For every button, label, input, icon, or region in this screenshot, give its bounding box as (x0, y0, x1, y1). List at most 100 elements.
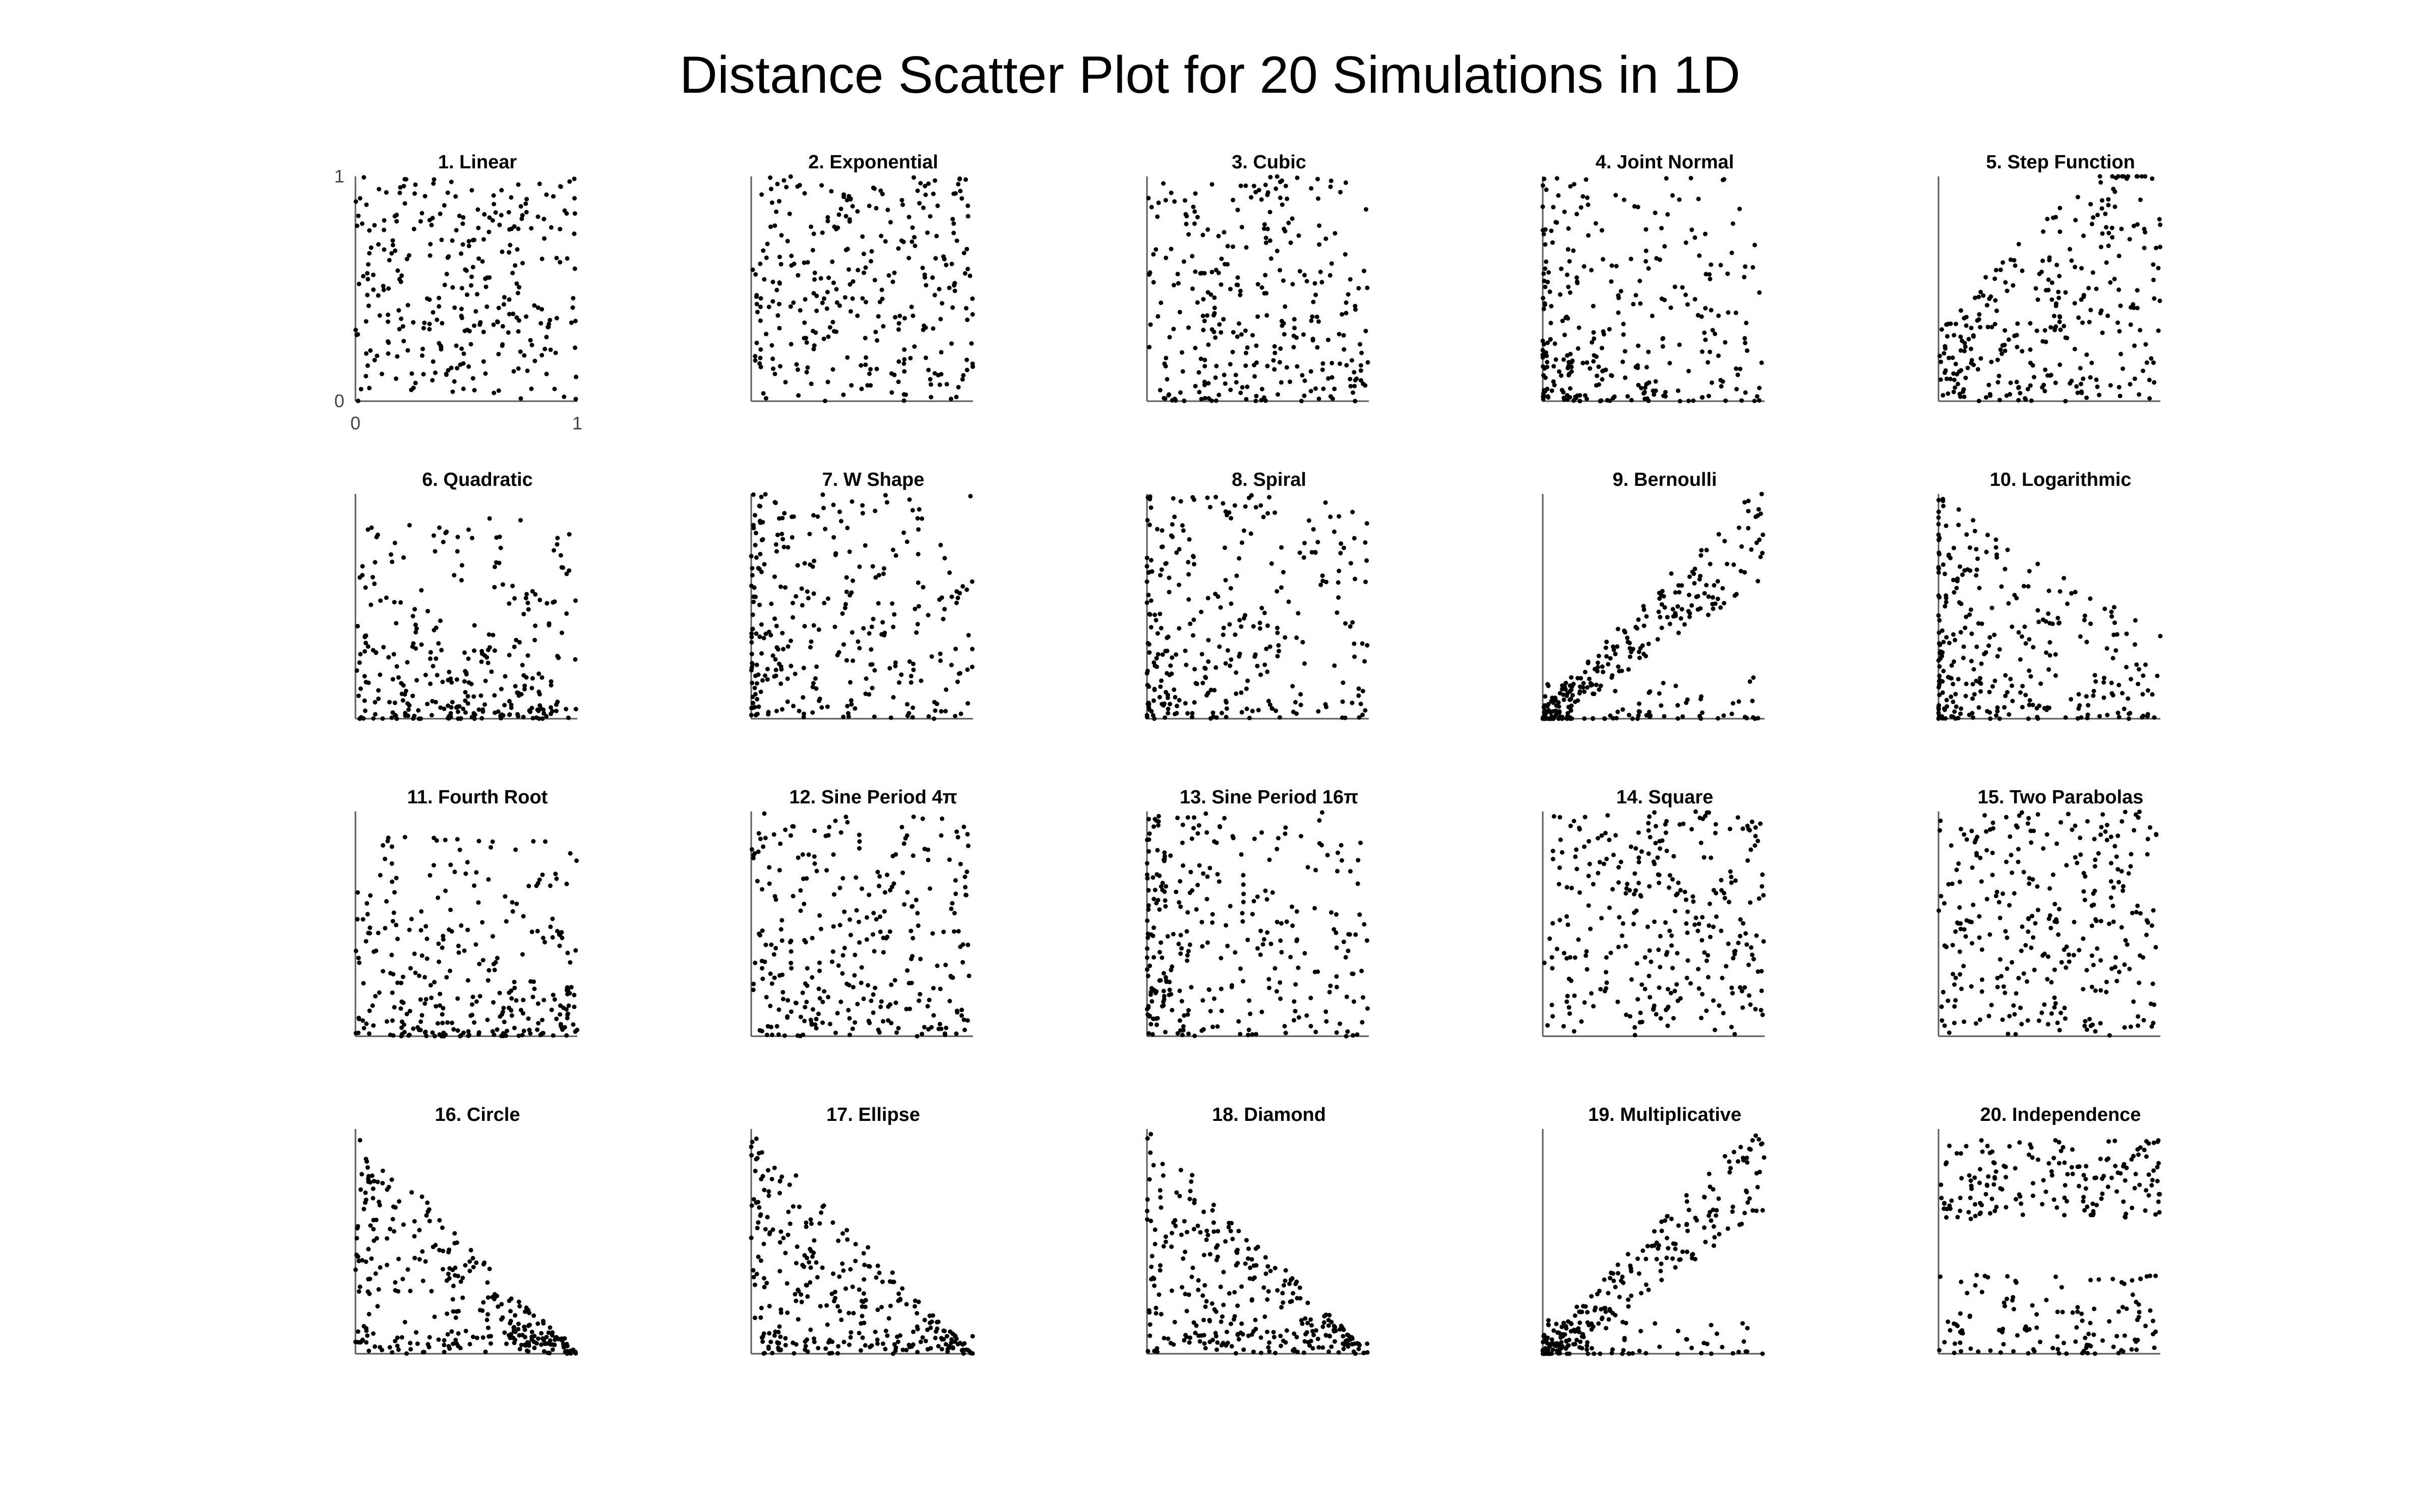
scatter-point (485, 655, 490, 660)
scatter-point (470, 994, 475, 999)
scatter-point (1541, 232, 1546, 236)
scatter-point (434, 656, 439, 661)
scatter-point (436, 941, 441, 946)
scatter-point (923, 193, 928, 197)
scatter-point (811, 623, 816, 628)
scatter-point (1284, 919, 1289, 924)
scatter-point (552, 387, 557, 392)
scatter-point (760, 887, 765, 892)
scatter-point (1288, 955, 1293, 960)
scatter-point (2114, 632, 2120, 637)
scatter-point (857, 940, 862, 945)
scatter-point (2052, 919, 2058, 924)
scatter-point (381, 284, 386, 289)
scatter-point (2036, 1018, 2041, 1023)
scatter-point (1609, 263, 1614, 268)
scatter-point (1692, 581, 1697, 586)
scatter-point (564, 1033, 569, 1038)
scatter-point (2056, 289, 2061, 294)
scatter-point (424, 1213, 429, 1218)
scatter-point (420, 1249, 425, 1254)
scatter-point (806, 852, 811, 857)
scatter-point (753, 691, 758, 697)
scatter-point (1659, 226, 1664, 231)
scatter-point (1160, 544, 1165, 549)
scatter-point (881, 935, 886, 940)
scatter-point (1361, 381, 1366, 386)
scatter-point (445, 255, 450, 260)
scatter-point (1181, 528, 1186, 533)
scatter-point (1599, 398, 1604, 403)
scatter-point (2059, 820, 2063, 825)
scatter-point (431, 664, 436, 669)
scatter-point (437, 295, 442, 300)
scatter-point (378, 598, 383, 603)
scatter-point (942, 556, 947, 560)
scatter-point (430, 699, 435, 704)
scatter-point (1568, 978, 1574, 983)
scatter-point (1282, 332, 1287, 337)
scatter-point (511, 369, 516, 374)
scatter-point (1993, 298, 1998, 303)
scatter-point (358, 1187, 363, 1192)
scatter-point (1958, 630, 1963, 635)
scatter-point (2093, 1029, 2098, 1034)
scatter-point (1937, 908, 1941, 913)
scatter-point (850, 630, 855, 635)
scatter-point (929, 654, 934, 659)
scatter-point (1680, 285, 1685, 290)
scatter-point (1581, 194, 1586, 199)
scatter-point (1679, 583, 1684, 588)
scatter-point (1583, 393, 1588, 398)
scatter-point (376, 242, 381, 247)
scatter-point (2029, 946, 2034, 950)
scatter-point (398, 1006, 403, 1011)
scatter-point (440, 1267, 445, 1272)
scatter-point (1748, 847, 1753, 852)
scatter-point (944, 263, 949, 268)
scatter-point (1329, 261, 1334, 266)
scatter-point (574, 374, 579, 380)
scatter-point (1266, 977, 1272, 982)
scatter-point (2100, 812, 2105, 817)
scatter-point (2150, 692, 2155, 697)
scatter-point (368, 1277, 373, 1281)
scatter-point (1231, 244, 1235, 249)
scatter-point (520, 663, 525, 668)
scatter-point (1167, 575, 1172, 580)
scatter-point (2097, 174, 2102, 179)
scatter-point (1670, 966, 1675, 971)
scatter-point (896, 359, 901, 364)
scatter-point (965, 203, 971, 208)
scatter-point (836, 212, 841, 217)
scatter-point (938, 651, 943, 656)
scatter-point (507, 1005, 511, 1011)
scatter-point (789, 1009, 794, 1014)
scatter-point (2027, 569, 2032, 574)
scatter-point (1709, 380, 1714, 385)
scatter-point (515, 247, 520, 252)
scatter-point (2131, 302, 2136, 307)
scatter-point (1283, 831, 1288, 836)
scatter-point (1544, 187, 1549, 192)
scatter-point (863, 265, 868, 270)
scatter-point (1945, 334, 1950, 339)
scatter-point (1622, 629, 1627, 635)
scatter-point (800, 990, 805, 995)
scatter-point (1159, 625, 1164, 631)
scatter-point (1313, 1030, 1318, 1034)
scatter-point (521, 673, 526, 678)
scatter-point (432, 836, 437, 841)
scatter-point (461, 215, 466, 220)
scatter-point (1358, 378, 1363, 383)
scatter-point (1316, 709, 1321, 714)
scatter-point (367, 1311, 372, 1316)
scatter-point (754, 1157, 759, 1162)
scatter-point (2073, 218, 2078, 223)
scatter-point (885, 207, 890, 212)
panel-title: 9. Bernoulli (1613, 469, 1717, 490)
scatter-point (364, 1198, 369, 1203)
scatter-point (1267, 495, 1272, 499)
scatter-point (2087, 320, 2092, 325)
scatter-point (1729, 250, 1734, 256)
